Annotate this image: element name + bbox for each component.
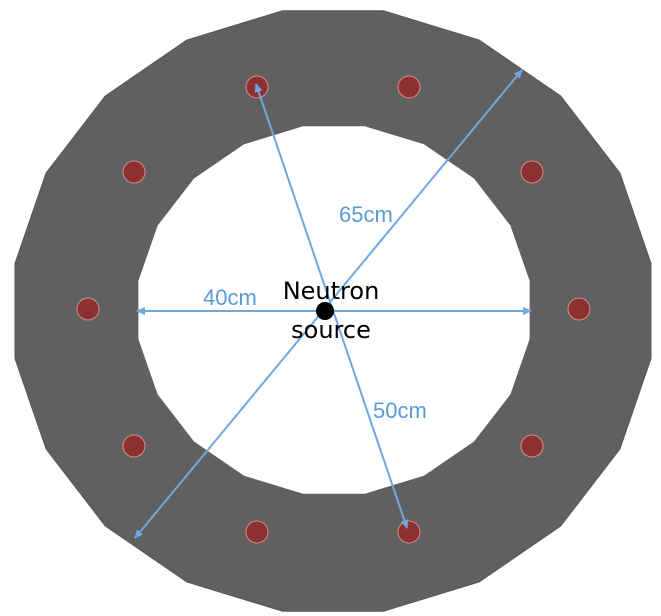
detector-circle xyxy=(122,160,146,184)
neutron-source-label-line1: Neutron xyxy=(283,277,380,305)
detector-circle xyxy=(122,434,146,458)
detector-radius-label: 50cm xyxy=(373,398,427,423)
outer-radius-label: 65cm xyxy=(339,202,393,227)
detector-circle xyxy=(397,75,421,99)
detector-circle xyxy=(245,520,269,544)
inner-diameter-label: 40cm xyxy=(203,285,257,310)
neutron-source-label-line2: source xyxy=(291,316,371,344)
detector-circle xyxy=(567,297,591,321)
detector-circle xyxy=(397,520,421,544)
detector-circle xyxy=(520,434,544,458)
neutron-source-dot xyxy=(316,302,334,320)
detector-circle xyxy=(76,297,100,321)
detector-circle xyxy=(520,160,544,184)
